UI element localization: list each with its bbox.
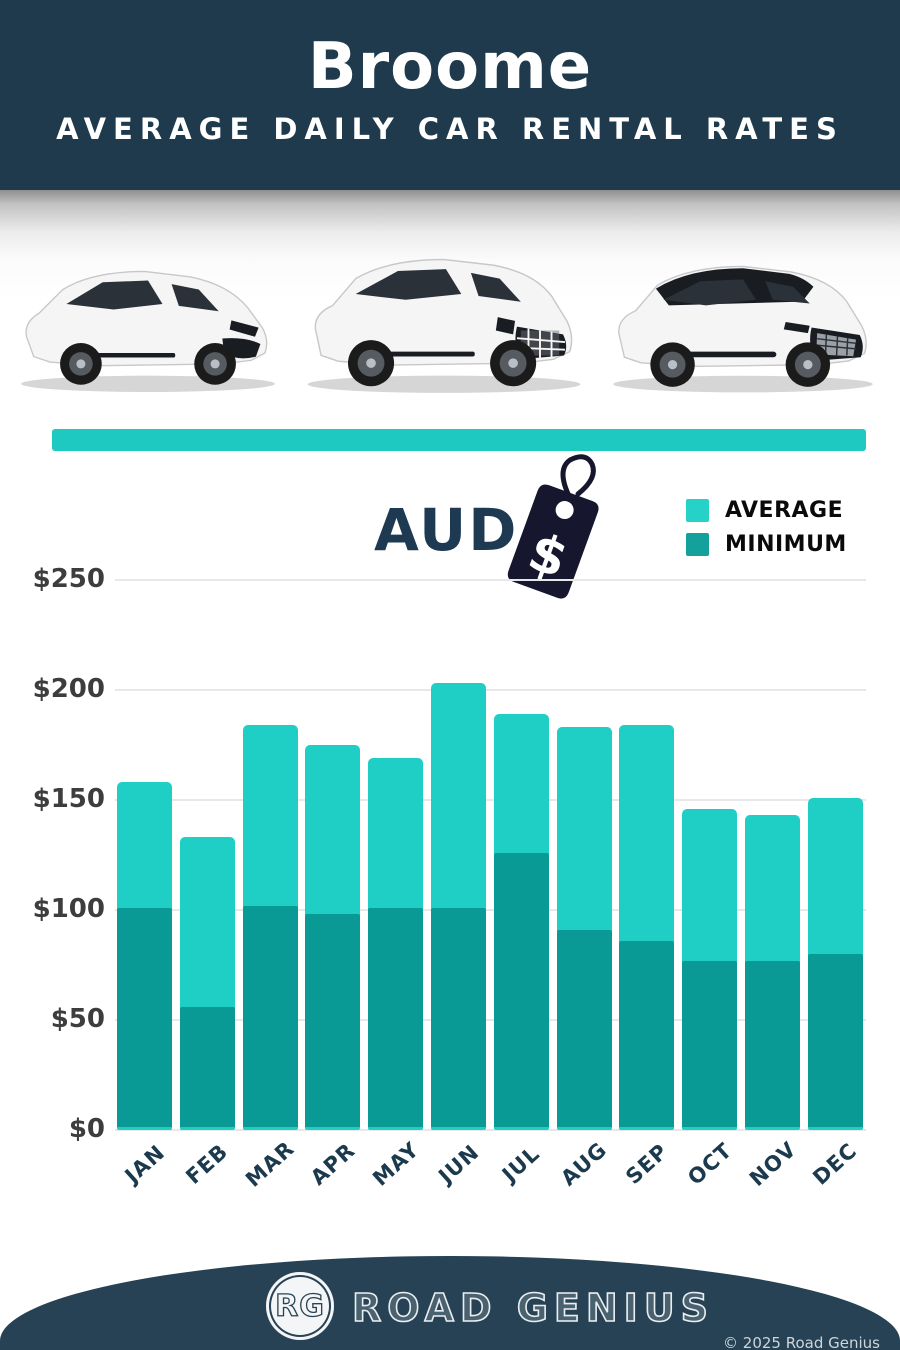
gridline-100 bbox=[115, 909, 866, 911]
legend-row-minimum: MINIMUM bbox=[686, 530, 847, 558]
minimum-bar-oct bbox=[682, 960, 738, 1127]
minimum-bar-jan bbox=[117, 907, 172, 1127]
header-banner: Broome AVERAGE DAILY CAR RENTAL RATES bbox=[0, 0, 900, 190]
page-subtitle: AVERAGE DAILY CAR RENTAL RATES bbox=[56, 112, 844, 146]
x-axis-label-apr: APR bbox=[305, 1138, 360, 1190]
minimum-bar-sep bbox=[619, 940, 675, 1127]
minimum-bar-mar bbox=[242, 905, 298, 1127]
legend-label-minimum: MINIMUM bbox=[725, 531, 847, 557]
x-axis-label-oct: OCT bbox=[682, 1138, 737, 1190]
x-axis-label-feb: FEB bbox=[181, 1139, 234, 1189]
y-axis-tick-label: $50 bbox=[50, 1004, 105, 1034]
gridline-250 bbox=[115, 579, 866, 581]
car-photos-strip bbox=[0, 190, 900, 430]
minimum-color-swatch bbox=[686, 532, 709, 556]
x-axis-label-jul: JUL bbox=[497, 1141, 545, 1187]
minimum-bar-jun bbox=[431, 907, 486, 1127]
y-axis-tick-label: $0 bbox=[68, 1114, 105, 1144]
x-axis-label-mar: MAR bbox=[241, 1136, 300, 1192]
gridline-0 bbox=[115, 1129, 866, 1131]
minimum-bar-aug bbox=[556, 929, 612, 1127]
copyright-text: © 2025 Road Genius bbox=[723, 1334, 880, 1350]
logo-initials: RG bbox=[274, 1288, 325, 1324]
page-title: Broome bbox=[307, 30, 593, 104]
minimum-bar-feb bbox=[179, 1006, 235, 1127]
x-axis-label-dec: DEC bbox=[808, 1138, 862, 1190]
currency-label: AUD bbox=[374, 496, 519, 564]
x-axis-label-jun: JUN bbox=[433, 1139, 484, 1189]
minimum-bar-may bbox=[368, 907, 424, 1127]
minimum-bar-apr bbox=[305, 914, 361, 1127]
x-axis-label-aug: AUG bbox=[556, 1137, 612, 1191]
average-color-swatch bbox=[686, 498, 709, 522]
x-axis-label-sep: SEP bbox=[621, 1139, 673, 1189]
x-axis-label-nov: NOV bbox=[744, 1136, 801, 1192]
footer-banner: RG ROAD GENIUS © 2025 Road Genius bbox=[0, 1256, 900, 1350]
gridline-200 bbox=[115, 689, 866, 691]
brand-name: ROAD GENIUS bbox=[351, 1285, 715, 1331]
legend-row-average: AVERAGE bbox=[686, 496, 847, 524]
x-axis-label-jan: JAN bbox=[119, 1140, 170, 1188]
minimum-bar-nov bbox=[745, 960, 800, 1127]
x-axis-label-may: MAY bbox=[367, 1137, 424, 1191]
gridline-150 bbox=[115, 799, 866, 801]
suv-car-image bbox=[300, 238, 588, 400]
suv-dark-roof-car-image bbox=[604, 244, 882, 400]
teal-divider-bar bbox=[52, 429, 866, 451]
minimum-bar-jul bbox=[493, 852, 549, 1127]
price-tag-icon: $ bbox=[478, 452, 628, 622]
y-axis-tick-label: $100 bbox=[32, 894, 105, 924]
legend-label-average: AVERAGE bbox=[725, 497, 844, 523]
gridline-50 bbox=[115, 1019, 866, 1021]
hatchback-car-image bbox=[12, 248, 284, 400]
road-genius-logo: RG bbox=[266, 1272, 334, 1340]
y-axis-tick-label: $200 bbox=[32, 674, 105, 704]
chart-legend: AVERAGE MINIMUM bbox=[686, 496, 847, 564]
minimum-bar-dec bbox=[807, 954, 863, 1127]
y-axis-tick-label: $250 bbox=[32, 564, 105, 594]
y-axis-tick-label: $150 bbox=[32, 784, 105, 814]
